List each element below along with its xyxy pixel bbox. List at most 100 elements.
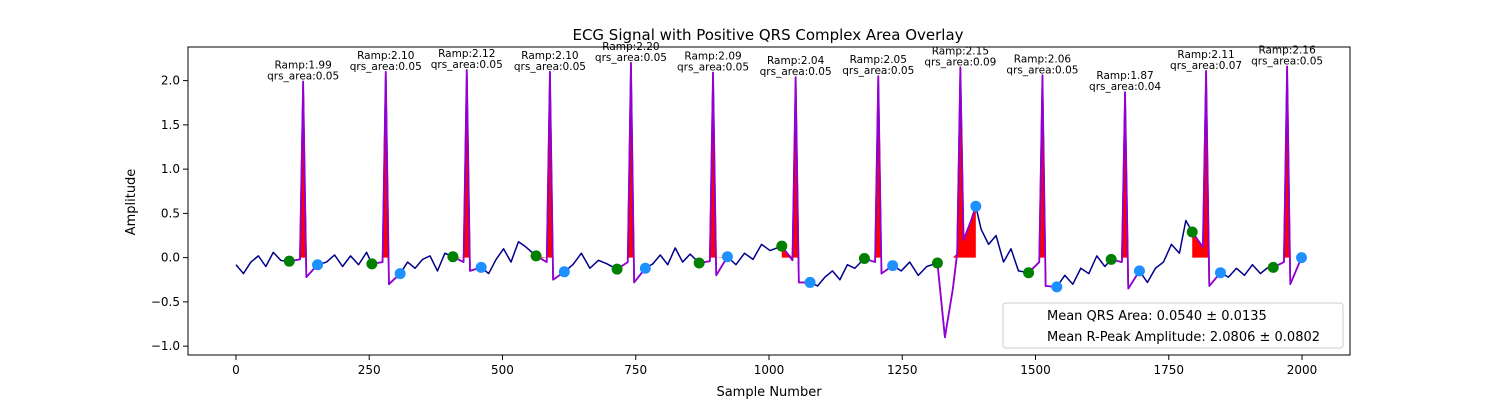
qrs-segment-2: [371, 70, 401, 286]
qrs-offset-marker-1: [312, 259, 324, 271]
qrs-onset-marker-4: [530, 250, 542, 262]
x-tick-label-1500: 1500: [1020, 363, 1051, 377]
qrs-segment-6: [699, 71, 729, 277]
qrs-offset-marker-7: [804, 276, 816, 288]
qrs-area-fill-1: [289, 81, 318, 258]
qrs-offset-marker-4: [558, 266, 570, 278]
r-amp-label-10: Ramp:2.06: [1014, 53, 1072, 65]
qrs-offset-marker-5: [639, 262, 651, 274]
qrs-offset-marker-3: [475, 261, 487, 273]
qrs-onset-marker-6: [693, 257, 705, 269]
qrs-onset-marker-9: [931, 257, 943, 269]
qrs-offset-marker-13: [1295, 252, 1307, 264]
y-axis-label: Amplitude: [124, 169, 139, 236]
qrs-segment-4: [535, 70, 565, 281]
qrs-area-fill-4: [536, 71, 565, 258]
qrs-area-fill-8: [864, 76, 893, 258]
qrs-area-fill-13: [1273, 66, 1302, 258]
qrs-area-label-3: qrs_area:0.05: [431, 59, 503, 71]
x-axis-label: Sample Number: [716, 385, 822, 400]
qrs-area-label-5: qrs_area:0.05: [595, 52, 667, 64]
qrs-onset-marker-5: [611, 263, 623, 275]
r-amp-label-3: Ramp:2.12: [438, 48, 495, 60]
qrs-area-fill-7: [781, 77, 811, 258]
qrs-area-fill-9: [937, 67, 976, 258]
qrs-area-label-6: qrs_area:0.05: [677, 62, 749, 74]
y-tick-label-4: 1.0: [161, 162, 180, 176]
qrs-area-label-1: qrs_area:0.05: [267, 71, 339, 83]
qrs-area-label-8: qrs_area:0.05: [842, 65, 914, 77]
qrs-onset-marker-1: [283, 255, 295, 267]
x-axis-ticks: 0 250 500 750 1000 1250 1500 1750 2000: [232, 355, 1317, 377]
qrs-offset-marker-8: [887, 260, 899, 272]
qrs-segment-13: [1272, 65, 1303, 286]
qrs-area-label-4: qrs_area:0.05: [514, 61, 586, 73]
y-tick-label-3: 0.5: [161, 206, 180, 220]
qrs-onset-marker-7: [776, 240, 788, 252]
x-tick-label-750: 750: [624, 363, 647, 377]
qrs-onset-marker-13: [1267, 261, 1279, 273]
qrs-area-fill-6: [699, 72, 728, 258]
qrs-offset-marker-9: [970, 200, 982, 212]
qrs-area-fill-11: [1111, 92, 1140, 258]
qrs-offset-marker-11: [1133, 265, 1145, 277]
qrs-area-label-9: qrs_area:0.09: [924, 56, 996, 68]
qrs-area-label-2: qrs_area:0.05: [350, 61, 422, 73]
qrs-area-label-11: qrs_area:0.04: [1089, 81, 1161, 93]
x-tick-label-250: 250: [358, 363, 381, 377]
qrs-onset-marker-8: [858, 253, 870, 265]
qrs-segment-10: [1027, 74, 1057, 288]
qrs-offset-marker-6: [721, 251, 733, 263]
x-tick-label-1250: 1250: [887, 363, 918, 377]
x-tick-label-1750: 1750: [1153, 363, 1184, 377]
qrs-onset-marker-3: [447, 251, 459, 263]
x-tick-label-2000: 2000: [1287, 363, 1318, 377]
y-axis-ticks: −1.0 −0.5 0.0 0.5 1.0 1.5 2.0: [151, 74, 188, 353]
r-amp-label-12: Ramp:2.11: [1177, 49, 1234, 61]
qrs-area-fill-5: [617, 62, 646, 258]
qrs-offset-marker-2: [394, 268, 406, 280]
r-amp-label-4: Ramp:2.10: [521, 50, 578, 62]
axes: 0 250 500 750 1000 1250 1500 1750 2000 −1.0 −0.5 0…: [151, 46, 1351, 377]
legend-entry-qrs-area: Mean QRS Area: 0.0540 ± 0.0135: [1047, 309, 1267, 324]
qrs-area-fill-10: [1028, 75, 1057, 258]
qrs-onset-marker-10: [1023, 267, 1035, 279]
qrs-segment-12: [1191, 69, 1222, 287]
qrs-area-fill-12: [1192, 70, 1221, 258]
qrs-segment-11: [1110, 91, 1141, 290]
qrs-area-fill-3: [452, 70, 482, 258]
qrs-area-label-7: qrs_area:0.05: [760, 66, 832, 78]
legend-box: [1002, 302, 1344, 349]
y-tick-label-0: −1.0: [151, 339, 180, 353]
legend: Mean QRS Area: 0.0540 ± 0.0135 Mean R-Pe…: [1002, 302, 1344, 349]
chart-title: ECG Signal with Positive QRS Complex Are…: [572, 26, 963, 44]
r-amp-label-8: Ramp:2.05: [850, 54, 907, 66]
legend-entry-r-peak: Mean R-Peak Amplitude: 2.0806 ± 0.0802: [1047, 330, 1320, 345]
r-amp-label-2: Ramp:2.10: [357, 50, 414, 62]
qrs-area-label-12: qrs_area:0.07: [1170, 60, 1242, 72]
qrs-segment-8: [864, 75, 894, 275]
qrs-onset-marker-12: [1186, 226, 1198, 238]
y-tick-label-1: −0.5: [151, 295, 180, 309]
r-amp-label-1: Ramp:1.99: [274, 60, 331, 72]
r-amp-label-7: Ramp:2.04: [767, 55, 825, 67]
r-amp-label-6: Ramp:2.09: [684, 51, 741, 63]
qrs-segment-9: [936, 66, 977, 339]
qrs-segment-7: [781, 76, 811, 284]
qrs-offset-marker-10: [1051, 281, 1063, 293]
qrs-onset-marker-11: [1105, 253, 1117, 265]
qrs-area-fill-2: [371, 71, 401, 258]
qrs-segment-3: [452, 69, 482, 272]
r-amp-label-11: Ramp:1.87: [1096, 70, 1153, 82]
plot-area: Ramp:1.99qrs_area:0.05Ramp:2.10qrs_area:…: [235, 41, 1323, 339]
r-amp-label-9: Ramp:2.15: [932, 45, 989, 57]
qrs-area-label-10: qrs_area:0.05: [1006, 64, 1078, 76]
qrs-area-label-13: qrs_area:0.05: [1251, 55, 1323, 67]
qrs-onset-marker-2: [366, 258, 378, 270]
qrs-segment-5: [616, 62, 647, 284]
qrs-offset-marker-12: [1214, 267, 1226, 279]
x-tick-label-500: 500: [491, 363, 514, 377]
y-tick-label-6: 2.0: [161, 74, 180, 88]
y-tick-label-5: 1.5: [161, 118, 180, 132]
x-tick-label-1000: 1000: [754, 363, 785, 377]
